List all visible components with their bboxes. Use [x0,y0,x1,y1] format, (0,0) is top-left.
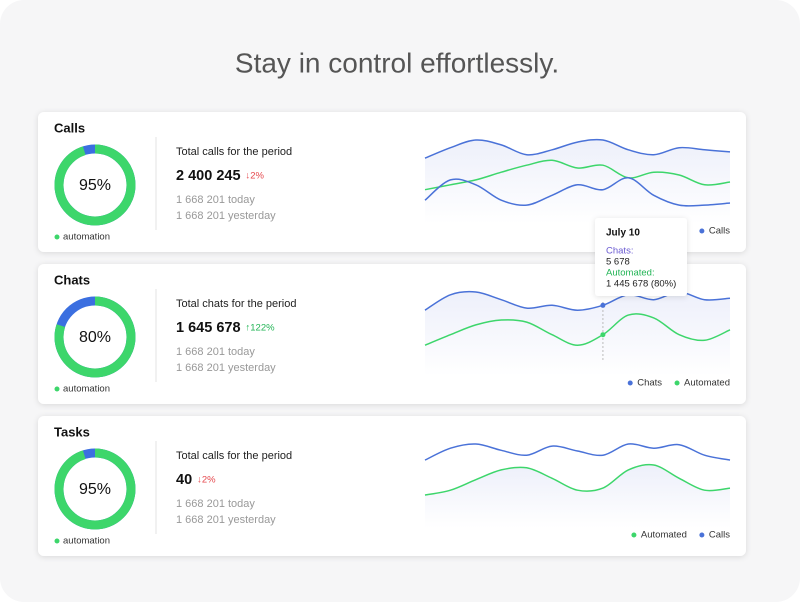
hover-point [600,302,606,308]
donut-legend: automation [63,232,110,243]
donut-legend: automation [63,384,110,395]
legend-label: Automated [641,530,687,541]
series-line [424,443,731,461]
tooltip-value: 1 445 678 (80%) [606,279,676,290]
tooltip-value: 5 678 [606,257,630,268]
series-line [424,159,731,191]
donut-arc [54,144,136,226]
tooltip [595,218,687,296]
legend-dot [674,380,680,386]
legend-dot [54,538,60,544]
tooltip-label: Chats: [606,246,633,257]
donut-label: 95% [79,481,111,498]
stat-today: 1 668 201 today [176,498,255,510]
donut-legend: automation [63,536,110,547]
donut-arc [54,296,136,378]
stat-heading: Total calls for the period [176,450,292,462]
stat-value: 1 645 678 [176,320,241,336]
stat-change: ↑122% [246,323,276,334]
donut-label: 95% [79,177,111,194]
legend-label: Calls [709,226,730,237]
series-area [425,464,730,528]
donut-arc [54,448,136,530]
legend-label: Chats [637,378,662,389]
card-title: Tasks [54,424,90,439]
series-line [424,177,731,207]
stat-change: ↓2% [197,475,216,486]
legend-dot [631,532,637,538]
stat-yesterday: 1 668 201 yesterday [176,362,276,374]
stat-yesterday: 1 668 201 yesterday [176,514,276,526]
card-title: Chats [54,272,90,287]
legend-dot [699,532,705,538]
series-line [424,463,731,496]
stat-today: 1 668 201 today [176,194,255,206]
stat-today: 1 668 201 today [176,346,255,358]
series-area [425,291,730,376]
legend-dot [54,386,60,392]
legend-dot [627,380,633,386]
legend-dot [699,228,705,234]
stat-value: 2 400 245 [176,168,241,184]
stat-value: 40 [176,472,192,488]
series-area [425,139,730,224]
legend-dot [54,234,60,240]
legend-label: Automated [684,378,730,389]
stat-heading: Total calls for the period [176,146,292,158]
stat-change: ↓2% [246,171,265,182]
tooltip-label: Automated: [606,268,655,279]
series-line [424,138,731,159]
stat-heading: Total chats for the period [176,298,296,310]
donut-label: 80% [79,329,111,346]
hover-point [600,332,606,338]
stat-yesterday: 1 668 201 yesterday [176,210,276,222]
page-title: Stay in control effortlessly. [235,47,559,78]
card-title: Calls [54,120,85,135]
tooltip-title: July 10 [606,228,640,239]
series-line [424,313,731,346]
legend-label: Calls [709,530,730,541]
